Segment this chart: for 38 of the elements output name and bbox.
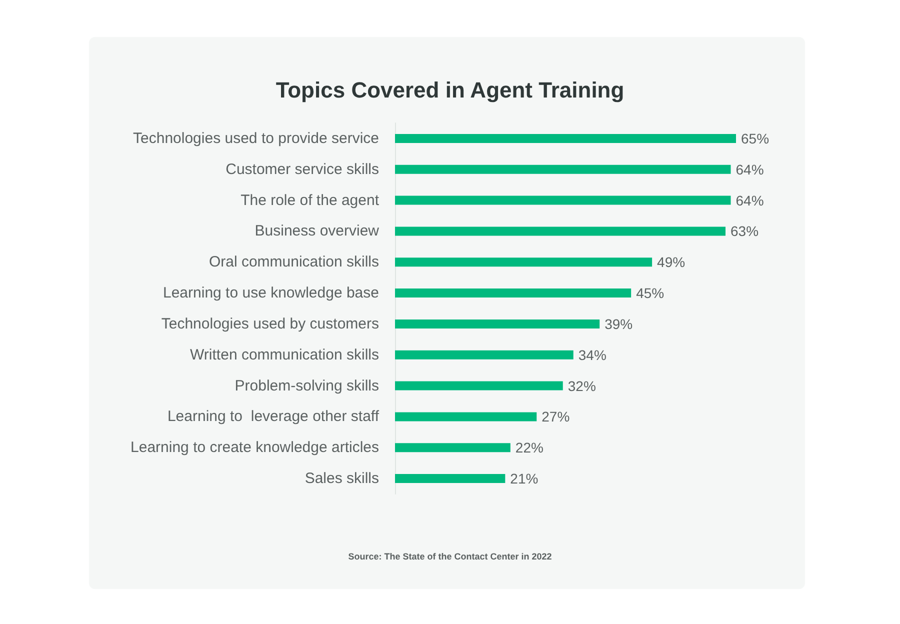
- bar: [395, 474, 506, 484]
- source-note: Source: The State of the Contact Center in 2022: [348, 552, 552, 562]
- data-label: 65%: [741, 130, 770, 146]
- bar: [395, 164, 731, 174]
- data-label: 39%: [604, 316, 633, 332]
- y-tick-label: Learning to create knowledge articles: [130, 439, 379, 456]
- bar: [395, 443, 510, 452]
- bar: [395, 288, 632, 298]
- y-tick-label: Sales skills: [304, 470, 379, 488]
- data-label: 45%: [636, 285, 664, 302]
- bar: [395, 196, 731, 205]
- y-tick-label: Problem-solving skills: [234, 377, 379, 394]
- y-tick-label: Learning to use knowledge base: [163, 284, 379, 302]
- data-label: 64%: [736, 161, 764, 178]
- data-label: 21%: [510, 470, 538, 487]
- data-label: 34%: [578, 346, 606, 363]
- bar: [395, 381, 563, 390]
- y-tick-label: Customer service skills: [226, 160, 379, 178]
- data-label: 49%: [657, 254, 686, 270]
- y-tick-label: Oral communication skills: [208, 254, 379, 271]
- y-tick-label: Business overview: [254, 222, 380, 240]
- bar: [395, 258, 652, 267]
- y-tick-label: Written communication skills: [190, 346, 379, 364]
- data-label: 22%: [515, 440, 544, 456]
- bar: [395, 319, 600, 328]
- data-label: 27%: [542, 408, 570, 425]
- data-label: 64%: [736, 192, 764, 208]
- data-label: 63%: [730, 223, 759, 240]
- bar: [395, 226, 726, 236]
- data-label: 32%: [568, 378, 596, 394]
- y-tick-label: The role of the agent: [240, 192, 380, 209]
- bar: [395, 350, 574, 360]
- y-tick-label: Technologies used to provide service: [133, 130, 379, 147]
- chart-title: Topics Covered in Agent Training: [276, 78, 624, 102]
- bar: [395, 134, 736, 143]
- bar: [395, 412, 537, 422]
- y-tick-label: Technologies used by customers: [161, 315, 379, 332]
- y-tick-label: Learning to leverage other staff: [167, 408, 380, 426]
